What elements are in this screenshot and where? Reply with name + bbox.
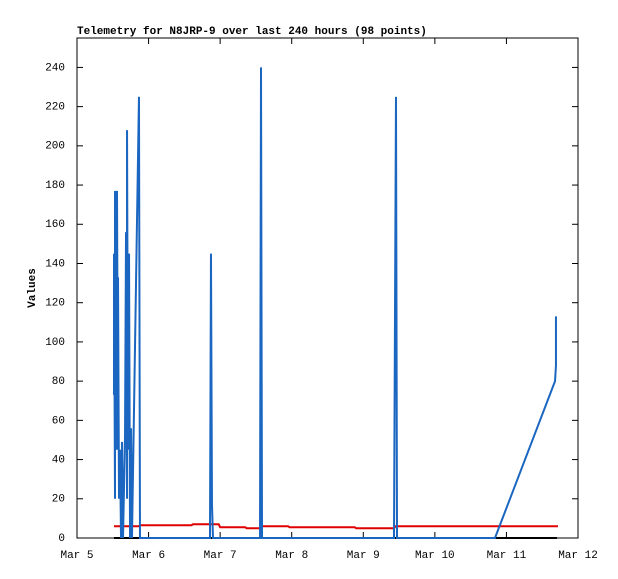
y-tick-label: 140 xyxy=(45,258,65,270)
y-tick-label: 20 xyxy=(52,494,65,506)
x-tick-label: Mar 12 xyxy=(558,550,598,562)
x-tick-label: Mar 11 xyxy=(487,550,527,562)
x-tick-label: Mar 5 xyxy=(60,550,93,562)
x-tick-label: Mar 10 xyxy=(415,550,455,562)
y-tick-label: 200 xyxy=(45,141,65,153)
y-tick-label: 40 xyxy=(52,454,65,466)
chart-title: Telemetry for N8JRP-9 over last 240 hour… xyxy=(77,26,427,38)
y-axis-label: Values xyxy=(27,268,39,308)
y-tick-label: 120 xyxy=(45,298,65,310)
y-tick-label: 80 xyxy=(52,376,65,388)
y-tick-label: 180 xyxy=(45,180,65,192)
y-tick-label: 240 xyxy=(45,62,65,74)
x-tick-label: Mar 8 xyxy=(275,550,308,562)
x-tick-label: Mar 7 xyxy=(204,550,237,562)
x-tick-label: Mar 6 xyxy=(132,550,165,562)
y-tick-label: 60 xyxy=(52,415,65,427)
y-tick-label: 0 xyxy=(58,533,65,545)
y-tick-label: 100 xyxy=(45,337,65,349)
x-tick-label: Mar 9 xyxy=(347,550,380,562)
y-tick-label: 220 xyxy=(45,102,65,114)
series-line xyxy=(114,523,558,530)
y-tick-label: 160 xyxy=(45,219,65,231)
series-line xyxy=(113,67,557,539)
